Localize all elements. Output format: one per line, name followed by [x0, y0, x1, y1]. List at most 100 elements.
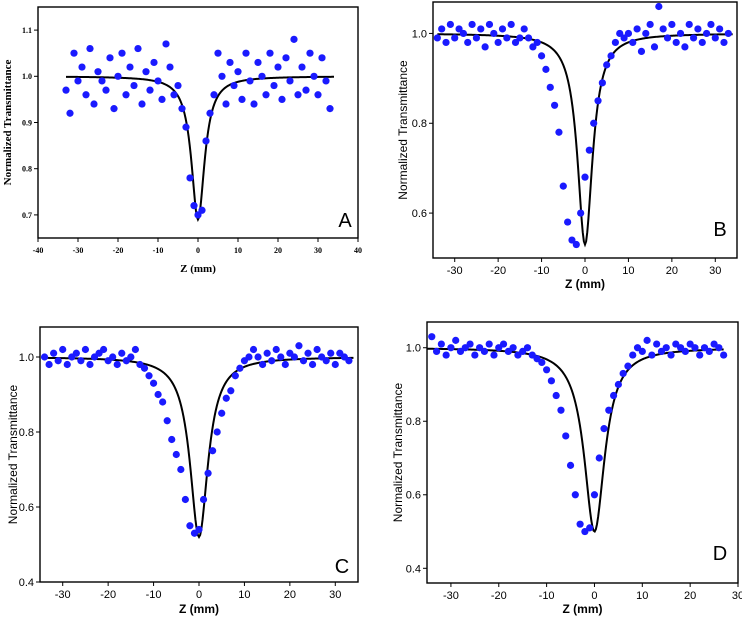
data-point — [516, 34, 524, 42]
data-point — [511, 38, 520, 47]
data-point — [72, 349, 80, 357]
x-tick-label: -30 — [447, 265, 463, 277]
panel-letter: C — [335, 556, 349, 578]
data-point — [564, 218, 572, 226]
x-tick-label: 10 — [234, 246, 242, 255]
data-point — [428, 333, 436, 341]
data-point — [146, 86, 154, 94]
x-tick-label: 10 — [636, 590, 648, 602]
data-point — [694, 25, 702, 33]
y-axis-label: Normalized Transmittance — [6, 384, 20, 524]
data-point — [598, 79, 606, 87]
data-point — [314, 91, 322, 99]
data-point — [485, 340, 493, 348]
data-point — [109, 353, 117, 361]
data-point — [186, 174, 194, 182]
data-point — [214, 49, 222, 57]
data-point — [629, 38, 637, 47]
data-point — [210, 91, 218, 99]
data-point — [648, 351, 656, 359]
data-point — [643, 336, 651, 344]
data-point — [306, 49, 314, 57]
data-point — [646, 20, 654, 29]
x-axis-label: Z (mm) — [180, 263, 216, 275]
data-point — [238, 95, 246, 103]
data-point — [62, 86, 70, 94]
chart-panel-d: -30 -20 -10 0 10 20 30 0.4 0.6 0.8 1.0 Z (mm) Normal… — [391, 321, 742, 616]
data-point — [190, 202, 198, 210]
x-tick-label: 20 — [684, 590, 696, 602]
data-point — [202, 137, 210, 145]
data-point — [259, 360, 267, 369]
x-axis-label: Z (mm) — [563, 602, 603, 616]
data-point — [481, 43, 489, 51]
data-point — [451, 34, 459, 42]
data-point — [607, 52, 615, 60]
data-point — [66, 109, 74, 117]
data-point — [94, 68, 102, 76]
data-point — [472, 34, 481, 42]
data-point — [209, 447, 217, 455]
x-tick-label: 20 — [284, 589, 296, 601]
data-point — [455, 25, 463, 33]
data-point — [230, 81, 238, 90]
data-point — [162, 40, 170, 48]
data-point — [113, 360, 121, 369]
data-point — [681, 43, 689, 51]
x-tick-label: -20 — [490, 265, 506, 277]
data-point — [181, 495, 189, 504]
data-point — [154, 390, 162, 399]
data-point — [720, 351, 728, 359]
data-point — [655, 2, 663, 11]
data-point — [254, 58, 262, 67]
x-tick-label: -20 — [113, 246, 124, 255]
data-point — [707, 20, 715, 29]
data-point — [131, 345, 139, 354]
fit-curve — [437, 33, 733, 248]
data-point — [446, 20, 454, 29]
data-point — [278, 95, 286, 103]
data-point — [432, 347, 441, 356]
x-tick-label: -30 — [443, 590, 459, 602]
y-tick-label: 1.0 — [412, 28, 427, 40]
data-point — [480, 347, 489, 356]
data-point — [672, 38, 680, 47]
data-point — [442, 38, 450, 47]
fit-curve — [426, 347, 724, 533]
data-point — [198, 206, 206, 214]
x-tick-label: -30 — [73, 246, 84, 255]
data-point — [614, 380, 622, 389]
data-point — [546, 83, 554, 91]
data-point — [468, 20, 476, 29]
data-point — [166, 63, 174, 71]
data-point — [150, 58, 158, 67]
data-point — [524, 34, 533, 42]
data-point — [616, 29, 624, 38]
data-point — [54, 357, 62, 365]
fit-curve — [65, 75, 335, 222]
data-point — [499, 340, 508, 348]
series-measured — [40, 342, 353, 537]
data-point — [226, 58, 234, 67]
data-point — [172, 450, 180, 459]
y-axis-label: Normalized Transmittance — [2, 60, 14, 186]
data-point — [543, 366, 551, 374]
data-point — [562, 432, 570, 440]
panel-letter: B — [713, 219, 726, 241]
data-point — [274, 63, 282, 71]
data-point — [63, 360, 71, 369]
data-point — [595, 454, 603, 462]
y-axis-label: Normalized Transmittance — [396, 60, 410, 200]
data-point — [206, 109, 214, 117]
data-point — [313, 345, 321, 354]
data-point — [258, 72, 266, 80]
y-tick-label: 0.4 — [406, 563, 421, 575]
data-point — [298, 63, 306, 71]
data-point — [127, 353, 135, 361]
data-point — [447, 344, 455, 352]
data-point — [507, 20, 515, 29]
data-point — [82, 91, 90, 99]
data-point — [724, 29, 732, 38]
data-point — [158, 95, 166, 103]
x-tick-label: 30 — [732, 590, 742, 602]
